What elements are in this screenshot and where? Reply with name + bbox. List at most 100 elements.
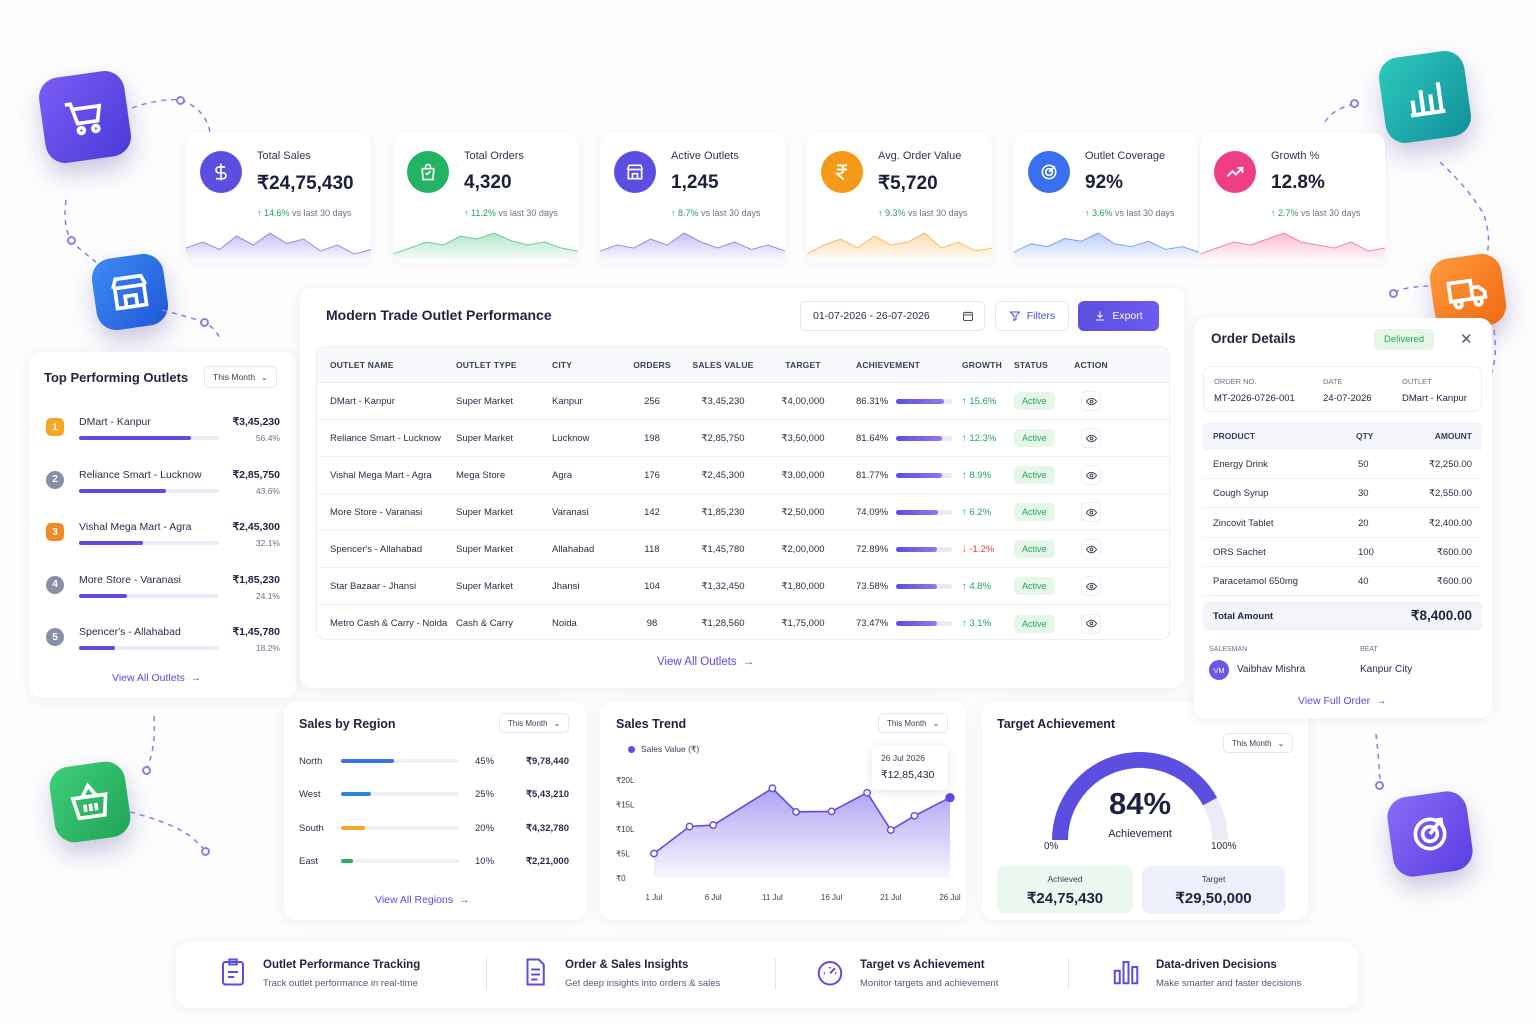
- table-row[interactable]: Vishal Mega Mart - Agra Mega Store Agra 176…: [317, 457, 1169, 494]
- gauge-max: 100%: [1211, 841, 1237, 852]
- achievement-value: 81.64%: [856, 432, 889, 444]
- kpi-value: 4,320: [464, 172, 512, 193]
- column-header: CITY: [552, 359, 573, 370]
- outlet-name-cell: Spencer's - Allahabad: [330, 543, 423, 555]
- sales-value-cell: ₹2,85,750: [701, 432, 745, 444]
- feature-subtitle: Monitor targets and achievement: [860, 978, 999, 989]
- sales-value-cell: ₹1,85,230: [701, 506, 745, 518]
- city-cell: Noida: [552, 618, 577, 629]
- target-cell: ₹2,00,000: [781, 543, 825, 555]
- status-cell: Active: [1014, 614, 1071, 633]
- trend-point[interactable]: [685, 822, 694, 831]
- kpi-sparkline: [1014, 232, 1199, 263]
- gauge-percent: 84%: [1108, 786, 1172, 821]
- export-button[interactable]: Export: [1078, 301, 1159, 331]
- table-row[interactable]: More Store - Varanasi Super Market Varanas…: [317, 494, 1169, 531]
- achievement-bar: [896, 472, 952, 478]
- outlet-type-cell: Super Market: [456, 543, 514, 555]
- status-badge: Active: [1014, 614, 1055, 633]
- trend-point[interactable]: [886, 826, 895, 834]
- eye-icon[interactable]: [1081, 539, 1101, 559]
- target-gauge: [1052, 752, 1228, 841]
- achievement-cell: 72.89%: [842, 544, 952, 555]
- feature-item: Order & Sales Insights Get deep insights …: [520, 952, 770, 1004]
- trend-period-select[interactable]: This Month ⌄: [878, 713, 949, 733]
- outlet-list-item[interactable]: 4 More Store - Varanasi ₹1,85,230 24.1%: [44, 572, 280, 618]
- arrow-right-icon: →: [1376, 695, 1387, 707]
- kpi-sparkline: [807, 232, 992, 263]
- table-row[interactable]: DMart - Kanpur Super Market Kanpur 256 ₹3,45…: [317, 383, 1169, 420]
- trend-tooltip: 26 Jul 2026 ₹12,85,430: [872, 746, 948, 790]
- table-row[interactable]: Star Bazaar - Jhansi Super Market Jhansi 10…: [317, 568, 1169, 605]
- order-items-header: PRODUCT QTY AMOUNT: [1203, 422, 1482, 450]
- view-full-order-link[interactable]: View Full Order →: [1298, 695, 1387, 707]
- trend-point[interactable]: [863, 788, 872, 797]
- outlet-list-item[interactable]: 2 Reliance Smart - Lucknow ₹2,85,750 43.6%: [44, 467, 280, 513]
- view-all-regions-link[interactable]: View All Regions →: [375, 894, 470, 906]
- table-row[interactable]: Metro Cash & Carry - Noida Cash & Carry No…: [317, 605, 1169, 642]
- table-title: Modern Trade Outlet Performance: [326, 307, 552, 323]
- kpi-delta: ↑ 8.7% vs last 30 days: [671, 208, 761, 218]
- trend-point[interactable]: [709, 821, 718, 829]
- outlet-type-cell: Super Market: [456, 506, 514, 518]
- product-amount: ₹2,250.00: [1428, 459, 1472, 470]
- top-outlets-period-select[interactable]: This Month ⌄: [204, 366, 277, 388]
- trend-point[interactable]: [910, 811, 919, 820]
- trend-point[interactable]: [945, 792, 955, 803]
- chevron-down-icon: ⌄: [553, 718, 561, 728]
- date-range-picker[interactable]: 01-07-2026 - 26-07-2026: [800, 301, 985, 331]
- orders-cell: 104: [644, 580, 660, 592]
- achievement-bar: [896, 546, 952, 552]
- avatar: VM: [1209, 660, 1229, 680]
- achievement-bar-fill: [896, 509, 938, 515]
- table-row[interactable]: Reliance Smart - Lucknow Super Market Luck…: [317, 420, 1169, 457]
- order-title: Order Details: [1211, 331, 1296, 346]
- sales-trend-chart: ₹0 ₹5L ₹10L ₹15L ₹20L 1 Jul 6 Jul 11 Jul 16 Jul 2…: [616, 776, 961, 902]
- outlet-list-item[interactable]: 3 Vishal Mega Mart - Agra ₹2,45,300 32.1%: [44, 519, 280, 565]
- eye-icon[interactable]: [1081, 465, 1101, 485]
- filters-button[interactable]: Filters: [995, 301, 1069, 331]
- city-cell: Agra: [552, 469, 573, 481]
- region-period-select[interactable]: This Month ⌄: [499, 713, 570, 733]
- outlet-list-item[interactable]: 1 DMart - Kanpur ₹3,45,230 56.4%: [44, 414, 280, 460]
- close-icon[interactable]: ✕: [1460, 331, 1473, 348]
- city-cell: Allahabad: [552, 543, 595, 555]
- trend-point[interactable]: [768, 784, 777, 793]
- trend-point[interactable]: [827, 807, 836, 816]
- achievement-bar: [896, 621, 952, 626]
- outlet-share-fill: [79, 488, 166, 493]
- outlet-share-fill: [79, 646, 116, 650]
- view-all-outlets-link-left[interactable]: View All Outlets →: [112, 672, 201, 684]
- order-total: Total Amount ₹8,400.00: [1203, 601, 1482, 631]
- status-badge: Active: [1014, 577, 1055, 595]
- y-tick-label: ₹5L: [616, 850, 631, 859]
- kpi-value: 12.8%: [1271, 172, 1325, 193]
- outlet-name-cell: DMart - Kanpur: [330, 395, 395, 407]
- kpi-delta: ↑ 14.6% vs last 30 days: [257, 208, 352, 218]
- outlet-share-fill: [79, 541, 143, 545]
- orders-cell: 198: [644, 432, 660, 444]
- trend-point[interactable]: [650, 849, 658, 858]
- eye-icon[interactable]: [1081, 613, 1101, 634]
- region-bar-fill: [341, 759, 395, 763]
- target-cell: ₹3,50,000: [781, 432, 825, 444]
- eye-icon[interactable]: [1081, 391, 1101, 411]
- region-value: ₹5,43,210: [525, 789, 569, 801]
- feature-subtitle: Get deep insights into orders & sales: [565, 978, 721, 989]
- outlet-list-item[interactable]: 5 Spencer's - Allahabad ₹1,45,780 18.2%: [44, 624, 280, 670]
- view-all-outlets-link[interactable]: View All Outlets →: [657, 656, 754, 668]
- eye-icon[interactable]: [1081, 576, 1101, 596]
- target-cell: ₹1,80,000: [781, 580, 825, 592]
- achievement-bar: [896, 435, 952, 441]
- eye-icon[interactable]: [1081, 502, 1101, 522]
- y-tick-label: ₹15L: [616, 801, 635, 810]
- kpi-card: Total Orders 4,320 ↑ 11.2% vs last 30 days: [393, 133, 578, 263]
- table-row[interactable]: Spencer's - Allahabad Super Market Allahab…: [317, 531, 1169, 568]
- column-header: TARGET: [785, 359, 821, 370]
- order-item-row: Cough Syrup 30 ₹2,550.00: [1203, 479, 1482, 509]
- outlet-share-bar: [79, 593, 219, 598]
- target-label: Target: [1201, 874, 1226, 884]
- target-period-select[interactable]: This Month ⌄: [1223, 733, 1294, 753]
- trend-point[interactable]: [792, 807, 800, 816]
- eye-icon[interactable]: [1081, 428, 1101, 448]
